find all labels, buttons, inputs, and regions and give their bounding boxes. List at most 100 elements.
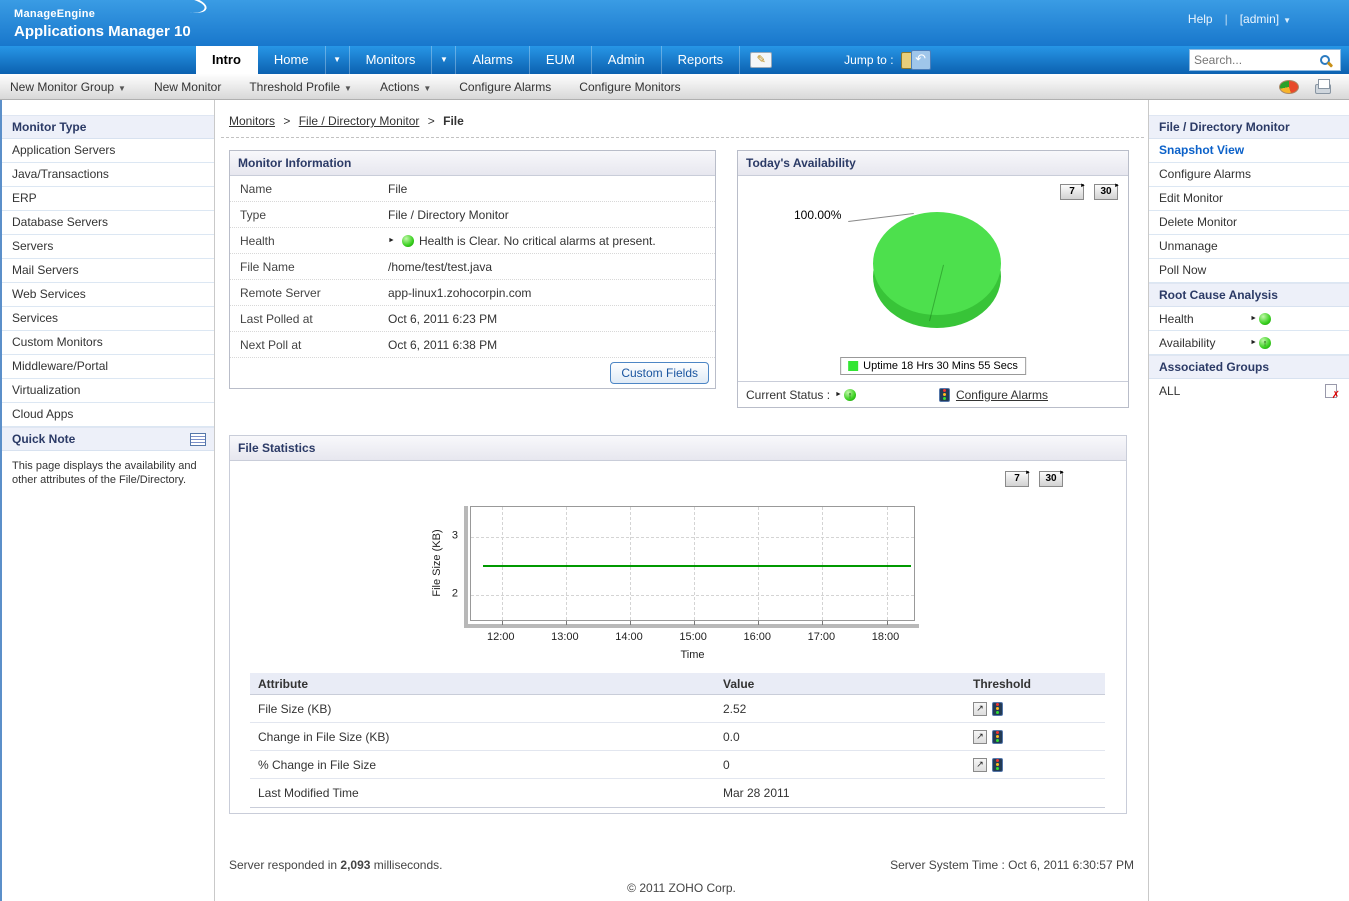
sidebar-item-web-services[interactable]: Web Services	[2, 283, 214, 307]
table-row-pct-change: % Change in File Size 0	[250, 751, 1105, 779]
sidebar-item-middleware-portal[interactable]: Middleware/Portal	[2, 355, 214, 379]
file-stats-7-day-button[interactable]: 7	[1005, 466, 1031, 487]
sidebar-item-snapshot-view[interactable]: Snapshot View	[1149, 139, 1349, 163]
logo-swoosh-icon	[171, 0, 209, 16]
tab-monitors-dropdown-icon[interactable]: ▼	[432, 46, 457, 74]
custom-fields-button[interactable]: Custom Fields	[610, 362, 709, 384]
rca-availability-icons: ► ↑	[1250, 336, 1271, 349]
tab-alarms[interactable]: Alarms	[456, 46, 530, 74]
sidebar-item-custom-monitors[interactable]: Custom Monitors	[2, 331, 214, 355]
traffic-light-icon[interactable]	[992, 729, 1003, 744]
configure-alarms-link[interactable]: Configure Alarms	[955, 387, 1048, 402]
quick-note-header: Quick Note	[2, 427, 214, 451]
sidebar-item-configure-alarms[interactable]: Configure Alarms	[1149, 163, 1349, 187]
traffic-light-icon[interactable]	[992, 701, 1003, 716]
sidebar-item-unmanage[interactable]: Unmanage	[1149, 235, 1349, 259]
edit-pencil-icon[interactable]: ✎	[750, 52, 773, 68]
sidebar-item-java-transactions[interactable]: Java/Transactions	[2, 163, 214, 187]
main-nav-tabbar: Intro Home ▼ Monitors ▼ Alarms EUM Admin…	[0, 46, 1349, 74]
jump-to-icon[interactable]	[900, 50, 931, 70]
rca-availability-label: Availability	[1159, 335, 1216, 350]
tab-home-dropdown-icon[interactable]: ▼	[326, 46, 350, 74]
value-cell: Mar 28 2011	[723, 786, 790, 800]
health-status-icon[interactable]	[1259, 312, 1271, 325]
dropdown-arrow-icon: ▼	[423, 83, 432, 93]
sidebar-item-database-servers[interactable]: Database Servers	[2, 211, 214, 235]
sidebar-item-servers[interactable]: Servers	[2, 235, 214, 259]
breadcrumb-separator: >	[427, 114, 435, 128]
info-value: Oct 6, 2011 6:38 PM	[388, 337, 498, 352]
action-toolbar: New Monitor Group ▼ New Monitor Threshold…	[0, 74, 1349, 100]
expand-marker-icon[interactable]: ►	[1250, 339, 1257, 346]
attribute-cell: Change in File Size (KB)	[258, 729, 390, 744]
associated-group-row: ALL	[1149, 379, 1349, 403]
admin-menu[interactable]: [admin] ▼	[1240, 12, 1291, 26]
help-link[interactable]: Help	[1187, 12, 1213, 26]
file-stats-30-day-button[interactable]: 30	[1039, 466, 1065, 487]
toolbar-threshold-profile[interactable]: Threshold Profile ▼	[249, 80, 352, 94]
chevron-down-icon: ▼	[1283, 16, 1291, 25]
expand-marker-icon[interactable]: ►	[388, 237, 395, 244]
dropdown-arrow-icon: ▼	[118, 83, 126, 93]
manageengine-logo[interactable]: ManageEngine Applications Manager 10	[14, 0, 209, 40]
sidebar-item-virtualization[interactable]: Virtualization	[2, 379, 214, 403]
availability-30-day-button[interactable]: 30	[1094, 179, 1120, 200]
sidebar-item-poll-now[interactable]: Poll Now	[1149, 259, 1349, 283]
sidebar-item-application-servers[interactable]: Application Servers	[2, 139, 214, 163]
uptime-legend: Uptime 18 Hrs 30 Mins 55 Secs	[840, 357, 1026, 375]
toolbar-actions[interactable]: Actions ▼	[380, 80, 431, 94]
tab-monitors[interactable]: Monitors	[350, 46, 433, 74]
info-footer: Custom Fields	[230, 358, 715, 388]
toolbar-new-monitor-group[interactable]: New Monitor Group ▼	[10, 80, 126, 94]
history-graph-icon[interactable]	[973, 701, 987, 716]
health-text: Health is Clear. No critical alarms at p…	[418, 233, 656, 248]
breadcrumb-current: File	[443, 114, 464, 128]
tab-reports[interactable]: Reports	[662, 46, 741, 74]
history-graph-icon[interactable]	[973, 757, 987, 772]
tab-home[interactable]: Home	[258, 46, 326, 74]
print-icon[interactable]	[1313, 79, 1333, 94]
toolbar-item-label: Threshold Profile	[249, 79, 341, 94]
remove-association-icon[interactable]	[1325, 384, 1340, 401]
expand-marker-icon[interactable]: ►	[1250, 315, 1257, 322]
uptime-legend-swatch	[848, 361, 859, 371]
breadcrumb: Monitors > File / Directory Monitor > Fi…	[229, 114, 464, 128]
breadcrumb-monitors-link[interactable]: Monitors	[229, 114, 276, 128]
toolbar-configure-alarms[interactable]: Configure Alarms	[459, 80, 551, 94]
sidebar-item-mail-servers[interactable]: Mail Servers	[2, 259, 214, 283]
tab-admin[interactable]: Admin	[592, 46, 662, 74]
info-row-type: Type File / Directory Monitor	[230, 202, 715, 228]
traffic-light-icon[interactable]	[992, 757, 1003, 772]
search-icon[interactable]	[1320, 55, 1330, 65]
threshold-cell	[973, 701, 1105, 716]
current-status-up-icon[interactable]: ↑	[843, 388, 856, 401]
sidebar-item-services[interactable]: Services	[2, 307, 214, 331]
sidebar-item-erp[interactable]: ERP	[2, 187, 214, 211]
current-status-bar: Current Status : ► ↑ Configure Alarms	[738, 381, 1128, 407]
monitor-information-title: Monitor Information	[230, 151, 715, 176]
breadcrumb-type-link[interactable]: File / Directory Monitor	[298, 114, 420, 128]
sidebar-item-delete-monitor[interactable]: Delete Monitor	[1149, 211, 1349, 235]
traffic-light-icon[interactable]	[938, 387, 950, 402]
sidebar-item-edit-monitor[interactable]: Edit Monitor	[1149, 187, 1349, 211]
rca-availability-row: Availability ► ↑	[1149, 331, 1349, 355]
tab-intro[interactable]: Intro	[196, 46, 258, 74]
info-label: File Name	[240, 259, 295, 274]
availability-7-day-button[interactable]: 7	[1060, 179, 1086, 200]
toolbar-item-label: Configure Alarms	[459, 79, 552, 94]
availability-up-icon[interactable]: ↑	[1259, 336, 1271, 349]
toolbar-configure-monitors[interactable]: Configure Monitors	[579, 80, 680, 94]
pie-chart-icon[interactable]	[1279, 79, 1299, 94]
info-label: Remote Server	[240, 285, 321, 300]
toolbar-new-monitor[interactable]: New Monitor	[154, 80, 221, 94]
y-axis-bar	[464, 506, 468, 626]
search-input[interactable]	[1194, 53, 1320, 67]
sidebar-item-cloud-apps[interactable]: Cloud Apps	[2, 403, 214, 427]
tab-eum[interactable]: EUM	[530, 46, 592, 74]
attributes-table-header: Attribute Value Threshold	[250, 673, 1105, 695]
health-clear-icon[interactable]	[401, 234, 414, 247]
info-row-last-polled: Last Polled at Oct 6, 2011 6:23 PM	[230, 306, 715, 332]
history-graph-icon[interactable]	[973, 729, 987, 744]
expand-marker-icon[interactable]: ►	[835, 391, 842, 398]
